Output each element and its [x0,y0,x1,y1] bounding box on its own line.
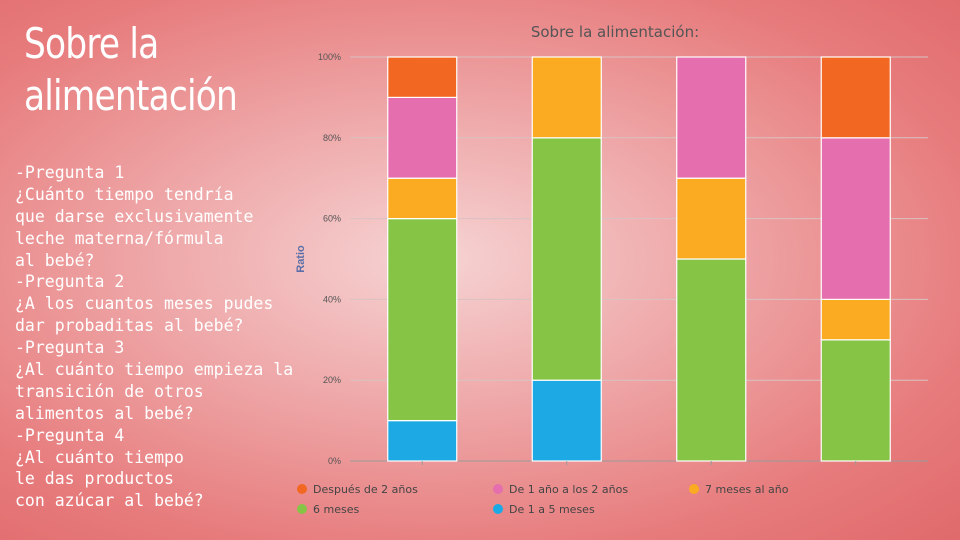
legend-marker [493,504,503,514]
y-axis-label: Ratio [295,245,307,273]
y-tick-label: 0% [328,456,341,466]
bar-segment [531,379,602,462]
slide-title-line-2: alimentación [24,71,238,120]
question-line: que darse exclusivamente [15,206,254,226]
chart-title: Sobre la alimentación: [531,23,699,41]
legend-label: De 1 año a los 2 años [509,483,628,496]
slide-title-line-1: Sobre la [24,19,159,68]
question-line: -Pregunta 3 [15,338,125,358]
legend-marker [297,504,307,514]
question-line: ¿Al cuánto tiempo [15,447,184,467]
question-line: -Pregunta 1 [15,163,125,182]
question-line: alimentos al bebé? [15,403,194,423]
bar-segment [820,137,891,301]
question-line: ¿Al cuánto tiempo empieza la [15,360,294,380]
legend-marker [297,484,307,494]
bar-segment [387,56,458,99]
legend-marker [689,484,699,494]
bar-segment [387,218,458,422]
legend-label: 7 meses al año [705,483,789,496]
question-line: transición de otros [15,381,204,401]
question-line: leche materna/fórmula [15,228,224,248]
question-line: ¿A los cuantos meses pudes [15,294,274,314]
bar-segment [676,177,747,260]
legend-marker [493,484,503,494]
question-line: ¿Cuánto tiempo tendría [15,184,234,204]
bar-segment [387,177,458,220]
legend-label: Después de 2 años [313,483,418,496]
question-line: -Pregunta 2 [15,272,125,292]
bar-segment [820,56,891,139]
y-tick-label: 20% [323,375,341,385]
y-tick-label: 40% [323,294,341,304]
bar-segment [820,339,891,462]
bar-segment [387,420,458,462]
y-tick-label: 80% [323,133,341,143]
questions-text: -Pregunta 1 ¿Cuánto tiempo tendría que dar… [15,162,335,512]
bar-segment [676,258,747,462]
legend-label: De 1 a 5 meses [509,503,595,516]
y-tick-label: 100% [318,52,341,62]
bar-segment [531,137,602,381]
bar-segment [676,56,747,179]
chart-legend: Después de 2 años De 1 año a los 2 años 7 … [297,483,789,516]
question-line: al bebé? [15,250,95,270]
y-tick-labels: 0% 20% 40% 60% 80% 100% [318,52,341,466]
bar-segment [531,56,602,139]
question-line: le das productos [15,469,174,489]
chart-bars [387,56,891,462]
bar-segment [820,298,891,341]
question-line: con azúcar al bebé? [15,491,204,511]
y-tick-label: 60% [323,214,341,224]
legend-label: 6 meses [313,503,359,516]
slide-title: Sobre la alimentación [24,18,245,122]
question-line: dar probaditas al bebé? [15,316,244,336]
bar-segment [387,96,458,179]
x-tick-marks [421,461,857,465]
question-line: -Pregunta 4 [15,425,125,445]
